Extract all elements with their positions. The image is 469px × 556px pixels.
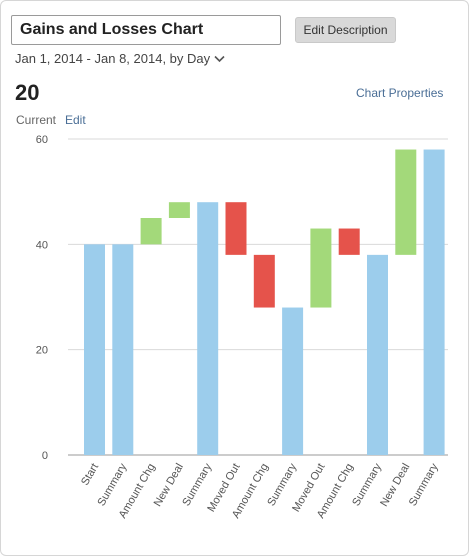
current-value: 20 bbox=[15, 80, 40, 105]
bar-gain[interactable] bbox=[395, 149, 417, 255]
date-range-label: Jan 1, 2014 - Jan 8, 2014, by Day bbox=[15, 51, 211, 66]
edit-link[interactable]: Edit bbox=[65, 113, 86, 127]
y-tick-label: 0 bbox=[42, 450, 48, 462]
current-label: Current bbox=[16, 113, 57, 127]
bar-loss[interactable] bbox=[338, 228, 360, 255]
date-range-selector[interactable]: Jan 1, 2014 - Jan 8, 2014, by Day bbox=[15, 51, 225, 66]
y-tick-label: 20 bbox=[36, 345, 48, 357]
chart-title-input[interactable]: Gains and Losses Chart bbox=[11, 15, 281, 45]
bar-loss[interactable] bbox=[253, 254, 275, 308]
bar-summary[interactable] bbox=[367, 254, 388, 455]
bar-summary[interactable] bbox=[112, 244, 134, 455]
bar-summary[interactable] bbox=[423, 149, 445, 456]
bar-gain[interactable] bbox=[310, 228, 332, 308]
chart-properties-link[interactable]: Chart Properties bbox=[356, 86, 444, 100]
chevron-down-icon bbox=[214, 55, 225, 62]
bar-gain[interactable] bbox=[168, 202, 190, 218]
bar-summary[interactable] bbox=[84, 244, 105, 455]
x-tick-label: Start bbox=[79, 462, 101, 488]
edit-description-button[interactable]: Edit Description bbox=[295, 17, 396, 43]
bar-loss[interactable] bbox=[225, 202, 247, 255]
bar-gain[interactable] bbox=[140, 218, 162, 245]
bar-summary[interactable] bbox=[197, 202, 219, 455]
bar-summary[interactable] bbox=[282, 307, 304, 455]
y-tick-label: 60 bbox=[36, 134, 48, 146]
y-tick-label: 40 bbox=[36, 239, 48, 251]
